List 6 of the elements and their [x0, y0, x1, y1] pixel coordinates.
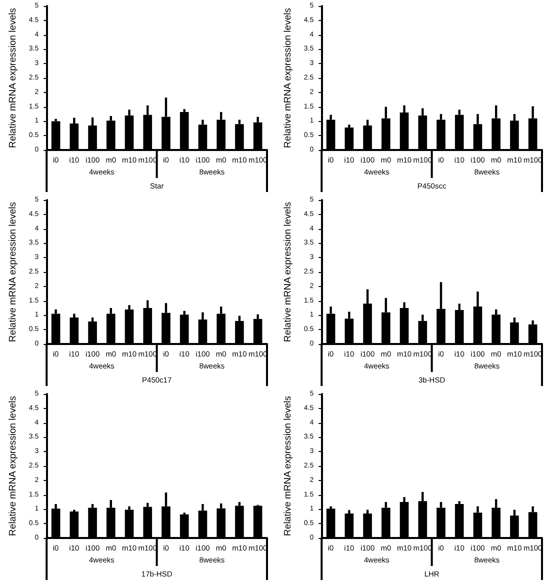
y-axis-title: Relative mRNA expression levels — [282, 202, 294, 342]
y-axis-title: Relative mRNA expression levels — [8, 202, 18, 342]
y-axis-title: Relative mRNA expression levels — [8, 396, 18, 536]
y-axis-title: Relative mRNA expression levels — [282, 8, 294, 148]
y-axis-title: Relative mRNA expression levels — [282, 396, 294, 536]
y-axis-title: Relative mRNA expression levels — [8, 8, 18, 148]
